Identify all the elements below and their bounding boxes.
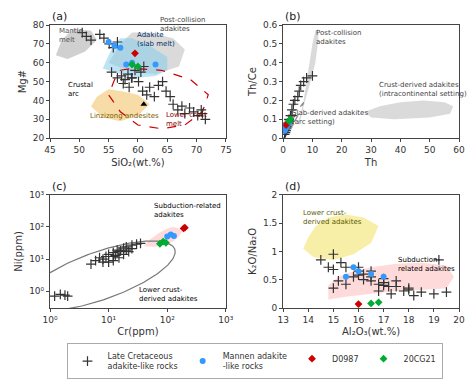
svg-text:Ni(ppm): Ni(ppm) (13, 231, 24, 272)
svg-text:Crust-derived adakites(intraco: Crust-derived adakites(intracontinental … (379, 81, 467, 98)
svg-text:0: 0 (272, 133, 278, 143)
svg-text:20: 20 (33, 133, 45, 143)
svg-text:10²: 10² (29, 222, 44, 232)
svg-text:Post-collisionadakites: Post-collisionadakites (160, 16, 205, 33)
svg-text:30: 30 (365, 145, 377, 155)
svg-text:40: 40 (33, 96, 45, 106)
svg-text:10: 10 (307, 145, 319, 155)
svg-text:0.3: 0.3 (263, 77, 277, 87)
svg-text:10²: 10² (160, 315, 175, 325)
svg-text:Th: Th (364, 157, 377, 168)
svg-text:(c): (c) (52, 180, 67, 193)
svg-text:19: 19 (428, 315, 440, 325)
svg-text:1.5: 1.5 (263, 218, 277, 228)
svg-text:(a): (a) (52, 10, 67, 23)
svg-text:75: 75 (220, 145, 231, 155)
svg-text:Subduction-related adakites: Subduction-related adakites (398, 256, 455, 273)
svg-text:17: 17 (378, 315, 389, 325)
svg-text:Subduction-relatedadakites: Subduction-relatedadakites (154, 202, 221, 219)
svg-text:0.5: 0.5 (263, 39, 277, 49)
svg-text:Lower crust-derived adakites: Lower crust-derived adakites (303, 209, 362, 226)
svg-text:0.1: 0.1 (263, 114, 277, 124)
svg-text:50: 50 (74, 145, 86, 155)
svg-text:10¹: 10¹ (101, 315, 116, 325)
svg-text:40: 40 (395, 145, 407, 155)
svg-text:20: 20 (336, 145, 348, 155)
svg-text:0.5: 0.5 (263, 275, 277, 285)
svg-text:2: 2 (272, 190, 278, 200)
svg-text:10⁰: 10⁰ (42, 315, 57, 325)
svg-text:13: 13 (277, 315, 288, 325)
svg-text:0.4: 0.4 (263, 58, 278, 68)
svg-text:60: 60 (132, 145, 144, 155)
svg-text:Crustalarc: Crustalarc (68, 81, 93, 98)
svg-text:18: 18 (403, 315, 415, 325)
svg-text:80: 80 (33, 20, 45, 30)
svg-text:10³: 10³ (218, 315, 233, 325)
svg-text:10⁰: 10⁰ (29, 286, 44, 296)
svg-text:10³: 10³ (29, 190, 44, 200)
svg-text:10¹: 10¹ (29, 254, 44, 264)
svg-text:Post-collisionadakites: Post-collisionadakites (316, 29, 361, 46)
svg-text:60: 60 (33, 58, 45, 68)
svg-text:Mantlemelt: Mantlemelt (59, 27, 83, 44)
svg-text:Mannen adakite-like rocks: Mannen adakite-like rocks (223, 352, 287, 371)
svg-text:30: 30 (33, 114, 45, 124)
svg-text:Linzizong andesites: Linzizong andesites (90, 112, 159, 120)
svg-text:D0987: D0987 (332, 355, 359, 364)
svg-text:50: 50 (424, 145, 436, 155)
svg-text:(b): (b) (285, 10, 301, 23)
svg-text:Late Cretaceousadakite-like ro: Late Cretaceousadakite-like rocks (108, 352, 178, 371)
svg-text:Th/Ce: Th/Ce (247, 67, 258, 97)
svg-text:65: 65 (162, 145, 173, 155)
svg-text:SiO₂(wt.%): SiO₂(wt.%) (111, 157, 165, 168)
svg-text:Lower crust-derived adakites: Lower crust-derived adakites (139, 286, 198, 303)
svg-text:14: 14 (303, 315, 315, 325)
svg-text:Al₂O₃(wt.%): Al₂O₃(wt.%) (342, 326, 400, 337)
svg-text:70: 70 (191, 145, 203, 155)
svg-text:20: 20 (453, 315, 465, 325)
svg-text:Slab-derived adakites(arc sett: Slab-derived adakites(arc setting) (292, 109, 368, 126)
svg-text:0: 0 (272, 303, 278, 313)
svg-text:70: 70 (33, 39, 45, 49)
svg-text:15: 15 (328, 315, 339, 325)
svg-text:0.2: 0.2 (263, 96, 277, 106)
svg-text:Mg#: Mg# (17, 70, 28, 93)
svg-text:60: 60 (453, 145, 465, 155)
svg-text:50: 50 (33, 77, 45, 87)
svg-text:(d): (d) (285, 180, 301, 193)
svg-text:55: 55 (103, 145, 114, 155)
svg-text:45: 45 (44, 145, 55, 155)
svg-text:16: 16 (353, 315, 365, 325)
svg-text:0: 0 (280, 145, 286, 155)
svg-text:Cr(ppm): Cr(ppm) (117, 326, 158, 337)
svg-text:Adakite(slab melt): Adakite(slab melt) (137, 31, 175, 48)
svg-text:0.6: 0.6 (263, 20, 278, 30)
svg-text:K₂O/Na₂O: K₂O/Na₂O (247, 228, 258, 275)
svg-text:1: 1 (272, 247, 278, 257)
svg-text:20CG21: 20CG21 (404, 355, 436, 364)
svg-text:Lower crustmelt: Lower crustmelt (166, 111, 207, 128)
